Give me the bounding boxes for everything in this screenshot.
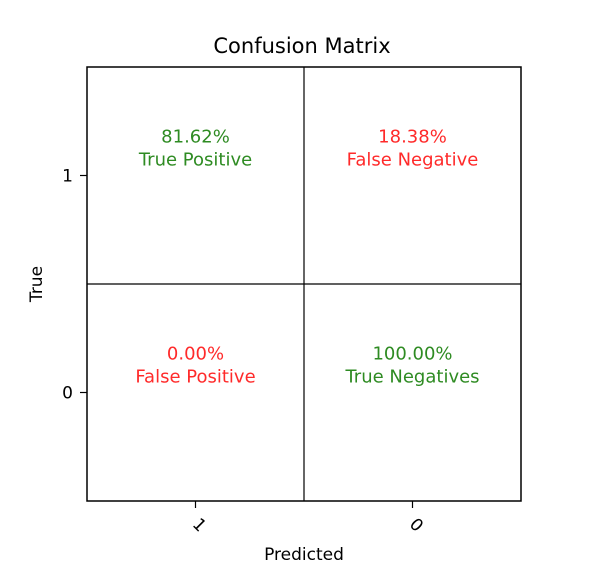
cell-label: True Positive	[138, 150, 252, 171]
matrix-cell	[87, 284, 304, 501]
cell-label: False Negative	[347, 150, 479, 171]
cell-value: 81.62%	[161, 127, 230, 148]
matrix-cell	[304, 67, 521, 284]
cell-value: 100.00%	[372, 344, 452, 365]
chart-title: Confusion Matrix	[213, 34, 390, 58]
y-axis-label: True	[27, 266, 47, 303]
cell-value: 18.38%	[378, 127, 447, 148]
matrix-cell	[304, 284, 521, 501]
y-tick-label: 0	[62, 384, 73, 404]
cell-value: 0.00%	[167, 344, 224, 365]
x-tick-label: 1	[188, 515, 210, 537]
cell-label: True Negatives	[344, 367, 479, 388]
matrix-cells: 81.62%True Positive 18.38%False Negative 0…	[87, 67, 521, 501]
x-axis-label: Predicted	[264, 545, 344, 565]
matrix-cell	[87, 67, 304, 284]
y-tick-label: 1	[62, 167, 73, 187]
cell-label: False Positive	[135, 367, 255, 388]
x-tick-label: 0	[405, 515, 427, 537]
